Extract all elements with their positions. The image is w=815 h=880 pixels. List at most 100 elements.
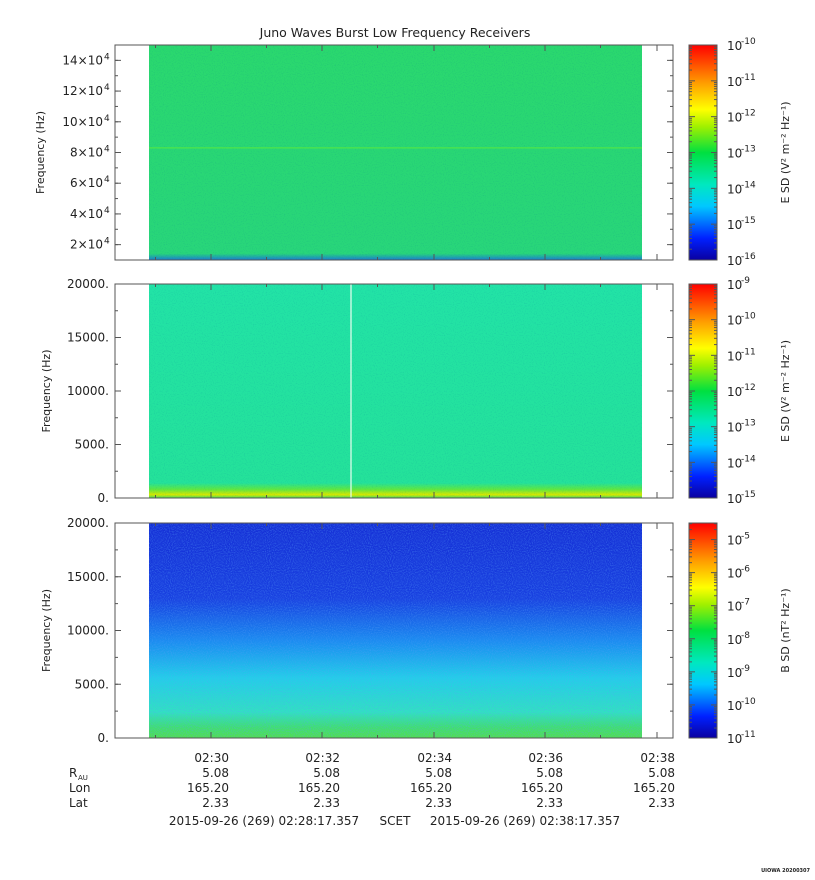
ephemeris-row-label-subscript: AU [78, 774, 88, 782]
colorbar-tick-exponent: -7 [741, 598, 750, 608]
ephemeris-value: 2.33 [648, 796, 675, 810]
colorbar-label: B SD (nT² Hz⁻¹) [779, 588, 792, 672]
time-tick-label: 02:30 [194, 751, 229, 765]
colorbar-tick-label: 10 [727, 421, 742, 435]
spectrogram-noise [149, 284, 642, 498]
colorbar-frame [688, 522, 718, 739]
colorbar-tick-label: 10 [727, 254, 742, 268]
spectrogram-noise [149, 523, 642, 738]
ephemeris-value: 5.08 [648, 766, 675, 780]
colorbar-tick-label: 10 [727, 39, 742, 53]
colorbar-label: E SD (V² m⁻² Hz⁻¹) [779, 101, 792, 203]
spectrogram-panel-2: 0. 5000. 10000. 15000. 20000. Frequency (Hz) 1… [40, 276, 792, 506]
ephemeris-value: 5.08 [202, 766, 229, 780]
y-tick-label: 14×10 [62, 53, 103, 67]
colorbar-tick-exponent: -12 [741, 109, 756, 119]
y-tick-exponent: 4 [104, 145, 110, 155]
y-tick-exponent: 4 [104, 52, 110, 62]
y-tick-label: 0. [98, 491, 109, 505]
ephemeris-row-label: R [69, 766, 77, 780]
colorbar-tick-label: 10 [727, 349, 742, 363]
y-tick-label: 12×10 [62, 84, 103, 98]
spectrogram-panel-3: 0. 5000. 10000. 15000. 20000. Frequency (Hz) 1… [40, 516, 792, 746]
y-tick-exponent: 4 [104, 114, 110, 124]
colorbar-tick-exponent: -11 [741, 730, 756, 740]
colorbar-tick-label: 10 [727, 699, 742, 713]
ephemeris-row-label: Lat [69, 796, 88, 810]
ephemeris-value: 165.20 [298, 781, 340, 795]
colorbar-tick-exponent: -14 [741, 454, 756, 464]
colorbar-tick-exponent: -10 [741, 312, 756, 322]
footer-scet-label: SCET [380, 814, 412, 828]
ephemeris-value: 165.20 [633, 781, 675, 795]
colorbar-tick-label: 10 [727, 147, 742, 161]
ephemeris-value: 5.08 [536, 766, 563, 780]
y-tick-label: 20000. [67, 516, 109, 530]
y-tick-exponent: 4 [104, 237, 110, 247]
colorbar-tick-label: 10 [727, 314, 742, 328]
y-tick-label: 2×10 [70, 238, 103, 252]
ephemeris-value: 2.33 [425, 796, 452, 810]
colorbar-tick-label: 10 [727, 218, 742, 232]
spectrogram-panel-1: 2×10 44×10 46×10 48×10 410×10 412×10 414×10 4Fr… [34, 37, 792, 268]
colorbar-tick-label: 10 [727, 492, 742, 506]
ephemeris-value: 5.08 [425, 766, 452, 780]
colorbar-tick-label: 10 [727, 633, 742, 647]
time-tick-label: 02:32 [305, 751, 340, 765]
colorbar-tick-exponent: -9 [741, 276, 750, 286]
footer: 2015-09-26 (269) 02:28:17.357 SCET 2015-… [169, 814, 620, 828]
time-tick-label: 02:36 [528, 751, 563, 765]
chart-title: Juno Waves Burst Low Frequency Receivers [259, 25, 531, 40]
time-tick-label: 02:38 [640, 751, 675, 765]
ephemeris-value: 2.33 [536, 796, 563, 810]
colorbar-tick-exponent: -6 [741, 565, 750, 575]
ephemeris-value: 2.33 [313, 796, 340, 810]
y-tick-label: 0. [98, 731, 109, 745]
ephemeris-row-label: Lon [69, 781, 90, 795]
y-tick-label: 5000. [75, 677, 109, 691]
colorbar-tick-exponent: -10 [741, 37, 756, 47]
colorbar-tick-exponent: -16 [741, 252, 756, 262]
colorbar-tick-exponent: -11 [741, 73, 756, 83]
footer-start-time: 2015-09-26 (269) 02:28:17.357 [169, 814, 359, 828]
y-tick-label: 6×10 [70, 176, 103, 190]
y-tick-label: 8×10 [70, 146, 103, 160]
colorbar-tick-exponent: -11 [741, 347, 756, 357]
colorbar-tick-label: 10 [727, 666, 742, 680]
colorbar-tick-label: 10 [727, 111, 742, 125]
ephemeris-value: 5.08 [313, 766, 340, 780]
y-axis-label: Frequency (Hz) [40, 350, 53, 433]
y-tick-exponent: 4 [104, 206, 110, 216]
ephemeris-value: 165.20 [410, 781, 452, 795]
y-tick-exponent: 4 [104, 175, 110, 185]
colorbar-tick-label: 10 [727, 75, 742, 89]
colorbar-tick-exponent: -9 [741, 664, 750, 674]
ephemeris-value: 2.33 [202, 796, 229, 810]
colorbar-tick-label: 10 [727, 456, 742, 470]
y-tick-label: 15000. [67, 331, 109, 345]
colorbar-label: E SD (V² m⁻² Hz⁻¹) [779, 340, 792, 442]
y-axis-label: Frequency (Hz) [40, 589, 53, 672]
colorbar-tick-exponent: -14 [741, 180, 756, 190]
footer-end-time: 2015-09-26 (269) 02:38:17.357 [430, 814, 620, 828]
colorbar-tick-exponent: -5 [741, 532, 750, 542]
colorbar-tick-label: 10 [727, 182, 742, 196]
y-tick-label: 10000. [67, 384, 109, 398]
colorbar-tick-label: 10 [727, 567, 742, 581]
spectrogram-noise [149, 45, 642, 260]
colorbar-gradient [689, 523, 717, 738]
y-tick-label: 10000. [67, 624, 109, 638]
colorbar-tick-exponent: -10 [741, 697, 756, 707]
colorbar-tick-label: 10 [727, 534, 742, 548]
colorbar-tick-exponent: -15 [741, 490, 756, 500]
y-tick-label: 5000. [75, 438, 109, 452]
y-tick-exponent: 4 [104, 83, 110, 93]
colorbar-tick-exponent: -15 [741, 216, 756, 226]
processing-stamp: UIOWA 20200307 [761, 868, 810, 874]
colorbar-tick-exponent: -12 [741, 383, 756, 393]
colorbar-tick-label: 10 [727, 278, 742, 292]
